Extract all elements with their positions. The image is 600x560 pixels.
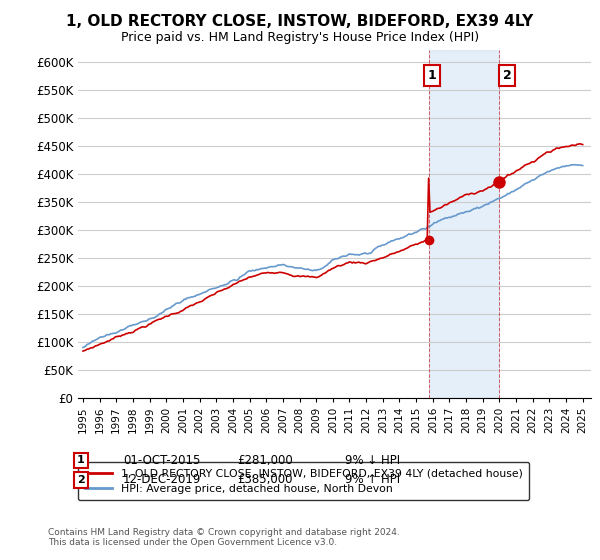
Text: Price paid vs. HM Land Registry's House Price Index (HPI): Price paid vs. HM Land Registry's House … — [121, 31, 479, 44]
Text: 1: 1 — [428, 69, 436, 82]
Text: 12-DEC-2019: 12-DEC-2019 — [123, 473, 202, 487]
Legend: 1, OLD RECTORY CLOSE, INSTOW, BIDEFORD, EX39 4LY (detached house), HPI: Average : 1, OLD RECTORY CLOSE, INSTOW, BIDEFORD, … — [78, 462, 529, 501]
Text: 9% ↑ HPI: 9% ↑ HPI — [345, 473, 400, 487]
Text: 9% ↓ HPI: 9% ↓ HPI — [345, 454, 400, 467]
Text: £385,000: £385,000 — [237, 473, 293, 487]
Text: 2: 2 — [503, 69, 511, 82]
Text: 01-OCT-2015: 01-OCT-2015 — [123, 454, 200, 467]
Text: 2: 2 — [77, 475, 85, 485]
Text: 1, OLD RECTORY CLOSE, INSTOW, BIDEFORD, EX39 4LY: 1, OLD RECTORY CLOSE, INSTOW, BIDEFORD, … — [67, 14, 533, 29]
Text: 1: 1 — [77, 455, 85, 465]
Text: Contains HM Land Registry data © Crown copyright and database right 2024.
This d: Contains HM Land Registry data © Crown c… — [48, 528, 400, 547]
Bar — [428, 50, 499, 398]
Text: £281,000: £281,000 — [237, 454, 293, 467]
